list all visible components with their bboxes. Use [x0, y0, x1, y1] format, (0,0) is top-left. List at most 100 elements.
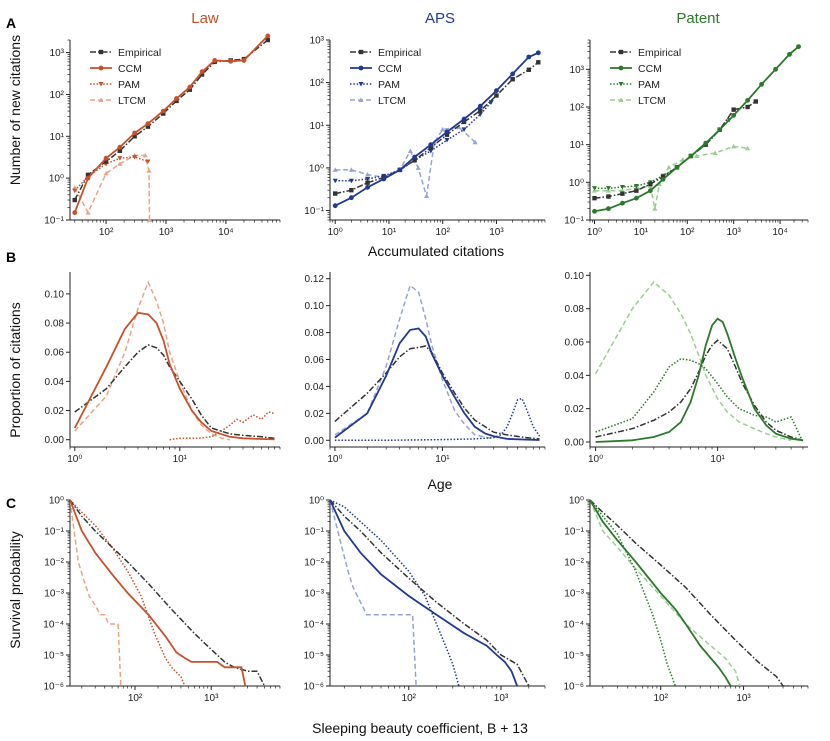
a-patent-point-empirical [753, 99, 759, 104]
a-aps-point-ccm [477, 103, 483, 109]
plot-b-aps: 10⁰ 10¹ 0.00 0.02 0.04 0.06 0.08 0.10 0.12 [305, 272, 546, 465]
a-aps-point-ccm [412, 154, 418, 160]
a-patent-point-ccm [759, 81, 765, 87]
a-aps-point-pam [488, 100, 494, 105]
a-law-point-pam [72, 188, 78, 194]
a-aps-x-tick-label: 10⁰ [328, 227, 343, 238]
a-law-point-pam [145, 159, 151, 164]
c-patent-series-empirical [590, 499, 789, 686]
a-law-point-ccm [117, 144, 123, 150]
a-aps-point-empirical [536, 60, 541, 65]
b-aps-series-empirical [334, 345, 540, 440]
a-law-point-pam [117, 156, 123, 161]
a-law-y-tick-label: 10² [50, 90, 65, 101]
c-aps-series-ltcm [330, 499, 417, 686]
plot-c-patent: 10² 10³ 10⁻⁶ 10⁻⁵ 10⁻⁴ 10⁻³ 10⁻² 10⁻¹ 10⁰ [563, 496, 809, 704]
c-patent-y-tick-label: 10⁻⁵ [563, 651, 584, 662]
column-title-patent: Patent [676, 10, 720, 27]
a-law-point-empirical [187, 87, 193, 92]
a-law-point-empirical [145, 124, 151, 129]
c-law-y-tick-label: 10⁻⁴ [43, 620, 64, 631]
a-patent-point-ltcm [652, 206, 658, 211]
c-aps-x-tick-label: 10³ [494, 693, 509, 704]
c-aps-y-tick-label: 10⁰ [309, 496, 324, 507]
a-patent-point-empirical [731, 107, 736, 112]
a-law-point-ltcm [72, 184, 78, 190]
a-law-x-tick-label: 10⁴ [218, 227, 233, 238]
a-patent-x-tick-label: 10² [680, 227, 695, 238]
c-patent-y-tick-label: 10⁻² [564, 558, 584, 569]
a-aps-point-ccm [348, 195, 354, 201]
a-law-x-tick-label: 10³ [159, 227, 174, 238]
plot-b-law: 10⁰ 10¹ 0.00 0.02 0.04 0.06 0.08 0.10 [45, 272, 281, 465]
c-law-series-pam [70, 499, 189, 686]
a-aps-point-ltcm [407, 148, 413, 153]
b-law-y-tick-label: 0.00 [45, 435, 65, 446]
b-aps-y-tick-label: 0.12 [305, 274, 325, 285]
a-law-point-empirical [85, 172, 91, 178]
a-patent-point-ccm [606, 206, 611, 212]
a-aps-point-ltcm [365, 172, 371, 177]
row-a-xlabel: Accumulated citations [368, 243, 504, 259]
a-aps-y-tick-label: 10⁻¹ [304, 206, 324, 217]
a-law-point-ltcm [117, 161, 123, 166]
a-patent-x-tick-label: 10⁴ [772, 227, 787, 238]
a-aps-point-ccm [461, 116, 467, 122]
a-law-point-ccm [145, 121, 151, 127]
a-law-legend-marker-ltcm [98, 97, 104, 102]
a-patent-legend-marker-pam [618, 82, 624, 87]
a-law-legend-marker-pam [98, 82, 104, 87]
a-aps-point-ltcm [348, 167, 354, 172]
b-law-series-ltcm [74, 280, 231, 441]
a-patent-point-ltcm [745, 145, 751, 151]
a-law-series-empirical [74, 39, 269, 201]
a-law-point-empirical [132, 134, 137, 139]
a-aps-legend-marker-ccm [358, 65, 364, 71]
a-patent-point-empirical [648, 181, 653, 187]
a-law-point-ccm [85, 175, 91, 181]
a-aps-point-pam [444, 138, 450, 143]
a-patent-legend-marker-ccm [618, 65, 624, 71]
c-aps-x-tick-label: 10² [402, 693, 417, 704]
a-patent-point-ccm [731, 112, 737, 118]
a-patent-point-empirical [745, 104, 750, 110]
a-law-point-ltcm [146, 217, 152, 222]
a-aps-legend: Empirical CCM PAM LTCM [350, 47, 421, 107]
a-patent-point-ccm [796, 44, 801, 50]
plot-a-law: 10² 10³ 10⁴ 10⁻¹ 10⁰ 10¹ 10² 10³ Empirical CCM PAM… [44, 33, 281, 238]
b-law-y-tick-label: 0.06 [45, 348, 65, 359]
b-aps-y-tick-label: 0.10 [305, 301, 325, 312]
b-aps-y-tick-label: 0.02 [305, 409, 325, 420]
b-law-y-tick-label: 0.08 [45, 319, 65, 330]
a-patent-point-ccm [688, 153, 694, 159]
a-aps-point-pam [477, 112, 483, 117]
a-aps-point-ccm [332, 203, 338, 209]
a-law-legend-label-ltcm: LTCM [118, 95, 146, 107]
a-aps-point-ccm [397, 167, 403, 173]
a-aps-point-ccm [526, 54, 532, 60]
a-law-point-empirical [161, 111, 166, 116]
a-patent-y-tick-label: 10⁻¹ [564, 216, 584, 227]
b-patent-y-tick-label: 0.10 [565, 271, 585, 282]
a-aps-series-ltcm [335, 126, 476, 197]
b-patent-y-tick-label: 0.06 [565, 338, 585, 349]
b-aps-series-ltcm [334, 284, 494, 440]
a-patent-legend-marker-ltcm [618, 97, 624, 102]
a-law-point-ccm [174, 96, 179, 101]
a-patent-x-tick-label: 10⁰ [587, 227, 602, 238]
a-aps-x-tick-label: 10² [435, 227, 450, 238]
a-patent-point-pam [605, 186, 611, 191]
a-aps-series-empirical [335, 61, 539, 195]
a-law-point-ccm [132, 130, 138, 136]
c-law-y-tick-label: 10⁻⁵ [43, 651, 64, 662]
a-patent-y-tick-label: 10² [570, 102, 585, 113]
row-b-xlabel: Age [428, 476, 453, 492]
a-patent-y-tick-label: 10¹ [570, 140, 585, 151]
a-law-point-ltcm [146, 168, 152, 173]
a-patent-point-empirical [606, 194, 611, 199]
a-law-point-ltcm [85, 210, 91, 215]
c-law-y-tick-label: 10⁰ [49, 496, 64, 507]
c-patent-x-tick-label: 10³ [736, 693, 751, 704]
a-aps-legend-marker-empirical [358, 49, 364, 55]
